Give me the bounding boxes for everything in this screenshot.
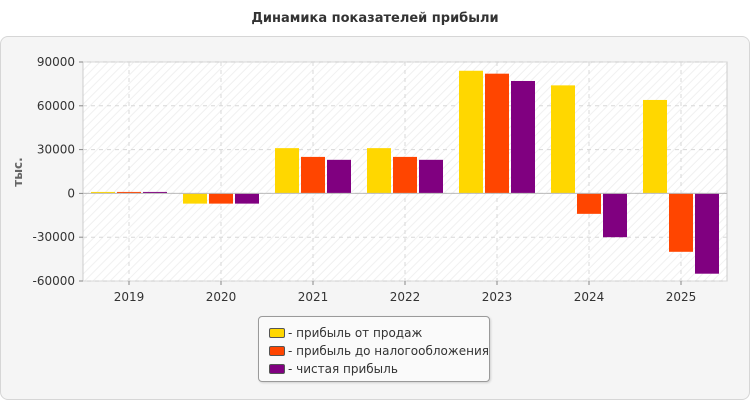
bar-2024-series-2 xyxy=(577,193,601,214)
bar-2020-series-2 xyxy=(209,193,233,204)
bar-2024-series-1 xyxy=(551,85,575,194)
x-tick-label: 2023 xyxy=(482,290,513,304)
x-tick-label: 2021 xyxy=(298,290,329,304)
y-tick-label: 30000 xyxy=(37,143,75,157)
legend-item-net-profit: - чистая прибыль xyxy=(269,361,398,377)
bar-2022-series-2 xyxy=(393,156,417,194)
y-tick-label: -60000 xyxy=(32,274,75,288)
legend-label-net-profit: - чистая прибыль xyxy=(288,362,398,376)
y-tick-label: -30000 xyxy=(32,230,75,244)
legend-label-sales-profit: - прибыль от продаж xyxy=(288,326,423,340)
legend-label-pretax-profit: - прибыль до налогообложения xyxy=(288,344,489,358)
bar-2020-series-1 xyxy=(183,193,207,204)
bar-2023-series-1 xyxy=(459,70,483,194)
bar-2020-series-3 xyxy=(235,193,259,204)
bar-2021-series-1 xyxy=(275,148,299,194)
bar-2025-series-2 xyxy=(669,193,693,252)
legend-item-sales-profit: - прибыль от продаж xyxy=(269,325,422,341)
x-tick-label: 2024 xyxy=(574,290,605,304)
bar-2025-series-1 xyxy=(643,99,667,194)
y-axis-label: тыс. xyxy=(11,157,25,186)
legend-item-pretax-profit: - прибыль до налогообложения xyxy=(269,343,489,359)
bar-2021-series-2 xyxy=(301,156,325,194)
bar-2019-series-1 xyxy=(91,191,115,194)
bar-2022-series-1 xyxy=(367,148,391,194)
x-tick-label: 2025 xyxy=(666,290,697,304)
axes: 90000 60000 30000 0 -30000 -60000 2019 2020 2021… xyxy=(32,55,727,304)
legend: - прибыль от продаж - прибыль до налогоо… xyxy=(258,316,490,382)
legend-swatch-net-profit xyxy=(269,364,285,374)
legend-swatch-pretax-profit xyxy=(269,346,285,356)
bar-2025-series-3 xyxy=(695,193,719,274)
bar-2022-series-3 xyxy=(419,159,443,194)
bar-2023-series-3 xyxy=(511,80,535,194)
y-tick-label: 0 xyxy=(67,186,75,200)
bar-2023-series-2 xyxy=(485,73,509,194)
x-tick-label: 2020 xyxy=(206,290,237,304)
bar-2021-series-3 xyxy=(327,159,351,194)
bar-2019-series-2 xyxy=(117,191,141,194)
bar-2019-series-3 xyxy=(143,191,167,194)
x-tick-label: 2022 xyxy=(390,290,421,304)
y-tick-label: 60000 xyxy=(37,99,75,113)
bar-2024-series-3 xyxy=(603,193,627,238)
x-tick-label: 2019 xyxy=(114,290,145,304)
legend-swatch-sales-profit xyxy=(269,328,285,338)
y-tick-label: 90000 xyxy=(37,55,75,69)
bars xyxy=(91,70,719,274)
chart-title: Динамика показателей прибыли xyxy=(251,11,499,26)
